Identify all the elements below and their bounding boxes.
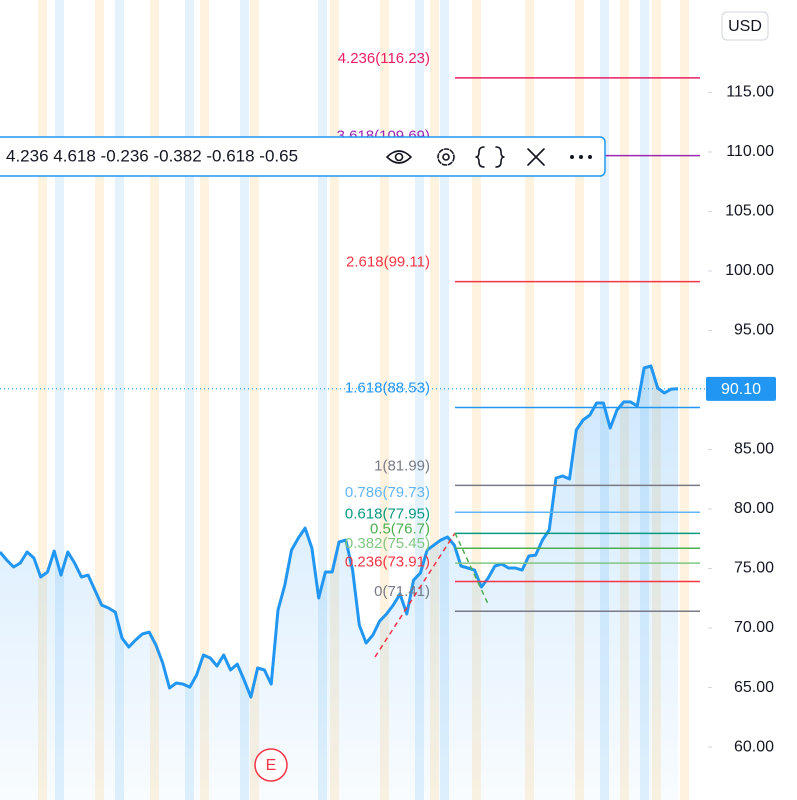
price-area [0,366,678,800]
visibility-icon[interactable] [386,150,412,164]
session-stripe [440,0,449,800]
session-stripe [380,0,389,800]
fib-level-label: 0.5(76.7) [370,520,430,537]
earnings-label[interactable]: E [266,757,277,774]
session-stripe [115,0,124,800]
session-stripe [150,0,159,800]
toolbar: 4.236 4.618 -0.236 -0.382 -0.618 -0.65 [0,136,606,177]
session-stripe [415,0,424,800]
y-tick-label: 100.00 [725,262,774,279]
trend-line [454,532,490,607]
fib-level-label: 0(71.41) [374,583,430,600]
y-tick-label: 80.00 [734,500,774,517]
currency-box[interactable] [721,11,769,41]
trend-line [374,532,456,658]
more-dot [588,155,592,159]
y-tick-label: 85.00 [734,441,774,458]
session-stripe [430,0,439,800]
plot-area: 4.236(116.23)3.618(109.69)2.618(99.11)1.… [0,50,705,800]
y-tick-label: 110.00 [726,143,774,160]
price-axis: 60.00 65.00 70.00 75.00 80.00 85.00 95.00 100.0… [706,84,776,755]
fib-level-label: 1(81.99) [374,457,430,474]
fib-level-label: 1.618(88.53) [345,379,430,396]
remove-icon[interactable] [527,148,545,166]
session-stripe [330,0,339,800]
y-tick-label: 70.00 [734,619,774,636]
session-stripe [38,0,47,800]
y-tick-label: 95.00 [734,322,774,339]
fib-level-label: 4.236(116.23) [338,50,430,67]
source-icon[interactable] [475,146,505,168]
settings-icon[interactable] [437,148,455,166]
fib-level-label: 0.382(75.45) [345,535,430,552]
session-stripe [525,0,534,800]
settings-icon-center [442,153,450,161]
session-stripe [600,0,609,800]
session-stripe [55,0,64,800]
session-stripe [240,0,249,800]
fib-level-label: 0.618(77.95) [345,505,430,522]
session-stripe [680,0,689,800]
currency-label[interactable]: USD [728,18,762,35]
visibility-icon-pupil [394,152,404,162]
last-price-label: 90.10 [721,381,761,398]
y-tick-label: 60.00 [734,738,774,755]
session-stripe [185,0,194,800]
session-stripe [95,0,104,800]
more-dot [570,155,574,159]
session-stripe [620,0,629,800]
session-stripes [38,0,689,800]
price-line [0,364,679,699]
fib-level-label: 0.236(73.91) [345,553,430,570]
toolbar-levels[interactable]: 4.236 4.618 -0.236 -0.382 -0.618 -0.65 [6,146,298,165]
fib-level-label: 0.786(79.73) [345,484,430,501]
toolbar-box [0,136,606,177]
earnings-marker[interactable] [254,748,288,782]
session-stripe [318,0,327,800]
y-tick-label: 65.00 [734,679,774,696]
y-tick-label: 75.00 [734,560,774,577]
session-stripe [575,0,584,800]
fib-level-label: 2.618(99.11) [346,254,430,271]
session-stripe [250,0,259,800]
more-icon[interactable] [570,155,592,159]
y-tick-label: 105.00 [725,203,774,220]
y-tick-label: 115.00 [726,84,774,101]
session-stripe [200,0,209,800]
more-dot [579,155,583,159]
last-price-box [706,376,776,401]
session-stripe [472,0,481,800]
